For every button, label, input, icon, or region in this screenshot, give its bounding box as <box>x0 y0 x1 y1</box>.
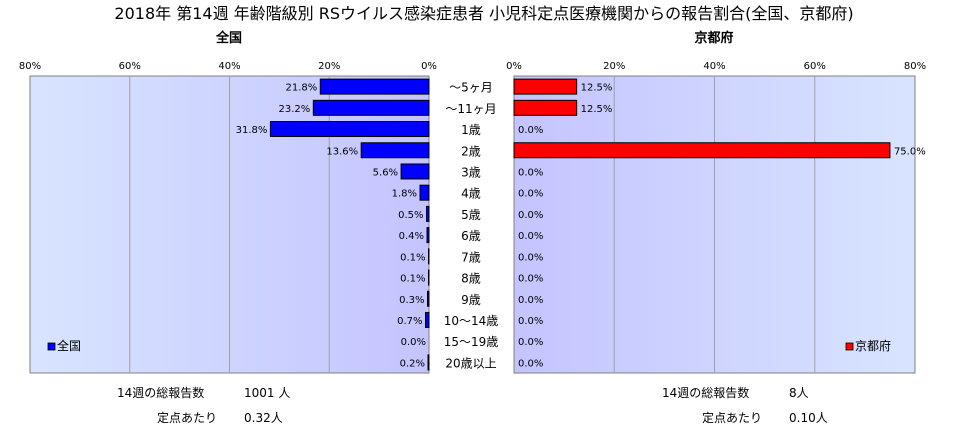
national-data-label: 0.5% <box>398 210 423 221</box>
kyoto-data-label: 0.0% <box>518 125 543 136</box>
national-data-label: 0.0% <box>401 337 426 348</box>
national-total-value: 1001 人 <box>244 386 290 400</box>
kyoto-total-label: 14週の総報告数 <box>662 385 749 400</box>
national-data-label: 0.1% <box>400 252 425 263</box>
national-bar <box>427 290 430 307</box>
kyoto-bar <box>513 99 578 116</box>
category-label: 9歳 <box>461 293 481 307</box>
category-label: 20歳以上 <box>445 356 496 370</box>
national-per-site-value: 0.32人 <box>244 411 283 425</box>
national-data-label: 0.1% <box>400 274 425 285</box>
national-bar <box>419 184 430 201</box>
category-label: 5歳 <box>461 208 481 222</box>
left-panel-title: 全国 <box>215 30 242 46</box>
right-legend-swatch <box>845 342 854 351</box>
kyoto-data-label: 12.5% <box>581 83 613 94</box>
category-label: 7歳 <box>461 250 481 264</box>
category-label: 3歳 <box>461 165 481 179</box>
right-x-tick-label: 40% <box>703 61 725 72</box>
category-label: ～5ヶ月 <box>449 81 493 95</box>
national-bar <box>312 99 430 116</box>
right-x-tick-label: 60% <box>804 61 826 72</box>
left-x-tick-label: 40% <box>218 61 240 72</box>
kyoto-data-label: 0.0% <box>518 358 543 369</box>
category-label: 10～14歳 <box>444 314 499 328</box>
kyoto-data-label: 0.0% <box>518 252 543 263</box>
right-panel-title: 京都府 <box>694 30 733 46</box>
national-data-label: 31.8% <box>236 125 268 136</box>
national-data-label: 23.2% <box>279 104 311 115</box>
kyoto-data-label: 0.0% <box>518 274 543 285</box>
national-bar <box>427 354 430 371</box>
national-data-label: 13.6% <box>326 146 358 157</box>
kyoto-data-label: 0.0% <box>518 316 543 327</box>
national-bar <box>426 205 430 222</box>
kyoto-per-site-value: 0.10人 <box>789 411 828 425</box>
kyoto-data-label: 0.0% <box>518 295 543 306</box>
category-label: ～11ヶ月 <box>445 102 496 116</box>
left-x-tick-label: 0% <box>421 61 437 72</box>
national-bar <box>360 142 430 159</box>
kyoto-bar <box>513 78 578 95</box>
kyoto-total-value: 8人 <box>789 386 809 400</box>
left-legend-swatch <box>47 342 56 351</box>
national-data-label: 0.4% <box>399 231 424 242</box>
national-bar <box>425 311 430 328</box>
national-bar <box>319 78 430 95</box>
right-x-tick-label: 0% <box>506 61 522 72</box>
left-x-tick-label: 80% <box>19 61 41 72</box>
kyoto-data-label: 0.0% <box>518 231 543 242</box>
category-label: 8歳 <box>461 272 481 286</box>
national-per-site-label: 定点あたり <box>157 410 217 425</box>
national-bar <box>269 121 430 138</box>
category-label: 15～19歳 <box>444 335 499 349</box>
kyoto-per-site-label: 定点あたり <box>702 410 762 425</box>
national-bar <box>426 227 430 244</box>
kyoto-data-label: 0.0% <box>518 189 543 200</box>
category-label: 1歳 <box>461 123 481 137</box>
national-data-label: 5.6% <box>373 167 398 178</box>
left-x-tick-label: 60% <box>119 61 141 72</box>
national-total-label: 14週の総報告数 <box>117 385 204 400</box>
kyoto-bar <box>513 142 891 159</box>
national-bar <box>400 163 430 180</box>
national-data-label: 1.8% <box>392 189 417 200</box>
kyoto-data-label: 12.5% <box>581 104 613 115</box>
kyoto-data-label: 75.0% <box>894 146 926 157</box>
right-legend-label: 京都府 <box>855 338 891 353</box>
left-x-tick-label: 20% <box>318 61 340 72</box>
kyoto-data-label: 0.0% <box>518 210 543 221</box>
right-x-tick-label: 80% <box>904 61 926 72</box>
national-data-label: 0.3% <box>399 295 424 306</box>
kyoto-data-label: 0.0% <box>518 167 543 178</box>
kyoto-data-label: 0.0% <box>518 337 543 348</box>
category-label: 2歳 <box>461 144 481 158</box>
national-data-label: 21.8% <box>285 83 317 94</box>
category-label: 4歳 <box>461 187 481 201</box>
national-data-label: 0.7% <box>397 316 422 327</box>
chart-title: 2018年 第14週 年齢階級別 RSウイルス感染症患者 小児科定点医療機関から… <box>114 4 853 23</box>
left-legend-label: 全国 <box>57 338 81 353</box>
national-data-label: 0.2% <box>400 358 425 369</box>
category-label: 6歳 <box>461 229 481 243</box>
right-x-tick-label: 20% <box>603 61 625 72</box>
